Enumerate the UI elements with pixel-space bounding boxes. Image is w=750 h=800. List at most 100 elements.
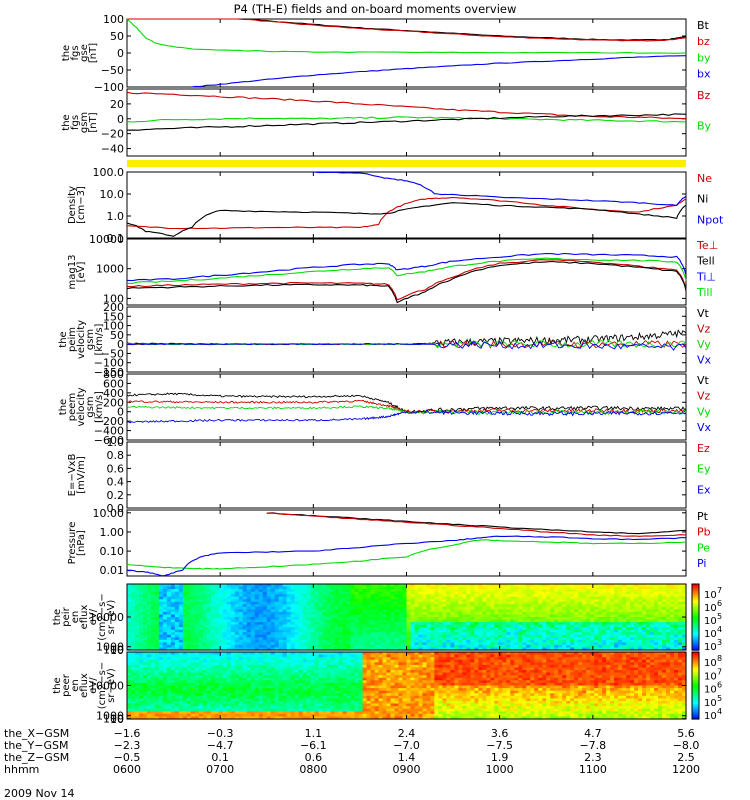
heatmap-cell <box>558 604 563 608</box>
heatmap-cell <box>382 639 388 643</box>
heatmap-cell <box>242 698 248 702</box>
heatmap-cell <box>162 629 168 633</box>
heatmap-cell <box>258 672 264 676</box>
heatmap-cell <box>466 647 471 651</box>
colorbar-cell <box>692 618 699 621</box>
heatmap-cell <box>238 716 244 720</box>
heatmap-cell <box>218 667 224 671</box>
heatmap-cell <box>310 622 316 626</box>
heatmap-cell <box>298 632 304 636</box>
heatmap-cell <box>494 606 499 610</box>
heatmap-cell <box>478 586 483 590</box>
heatmap-cell <box>350 624 356 628</box>
heatmap-cell <box>131 619 136 623</box>
heatmap-cell <box>518 609 523 613</box>
heatmap-cell <box>646 604 651 608</box>
heatmap-cell <box>154 708 160 712</box>
heatmap-cell <box>350 591 356 595</box>
heatmap-cell <box>446 647 451 651</box>
heatmap-cell <box>262 622 268 626</box>
heatmap-cell <box>614 599 619 603</box>
heatmap-cell <box>226 685 232 689</box>
heatmap-cell <box>534 619 539 623</box>
y-axis-label: mag13 <box>67 255 78 290</box>
heatmap-cell <box>498 637 503 641</box>
heatmap-cell <box>574 637 579 641</box>
heatmap-cell <box>294 644 300 648</box>
legend-entry: Bz <box>697 89 711 102</box>
heatmap-cell <box>518 591 523 595</box>
heatmap-cell <box>462 606 467 610</box>
heatmap-cell <box>522 629 527 633</box>
y-tick-label: −50 <box>101 347 124 360</box>
heatmap-cell <box>358 617 364 621</box>
heatmap-cell <box>242 634 248 638</box>
series-line-Vy <box>126 339 687 349</box>
heatmap-cell <box>442 609 447 613</box>
heatmap-cell <box>358 596 364 600</box>
heatmap-cell <box>654 622 659 626</box>
heatmap-cell <box>254 703 260 707</box>
heatmap-cell <box>506 606 511 610</box>
heatmap-cell <box>266 654 272 658</box>
heatmap-cell <box>482 609 487 613</box>
heatmap-cell <box>594 606 599 610</box>
heatmap-cell <box>526 594 531 598</box>
heatmap-cell <box>154 680 160 684</box>
heatmap-cell <box>526 647 531 651</box>
heatmap-cell <box>166 690 172 694</box>
heatmap-cell <box>678 596 683 600</box>
heatmap-cell <box>606 591 611 595</box>
heatmap-cell <box>354 639 360 643</box>
heatmap-cell <box>622 609 627 613</box>
heatmap-cell <box>151 695 156 699</box>
heatmap-cell <box>278 589 284 593</box>
heatmap-cell <box>430 617 436 621</box>
heatmap-cell <box>370 637 376 641</box>
heatmap-cell <box>550 637 555 641</box>
heatmap-cell <box>442 604 447 608</box>
heatmap-cell <box>242 677 248 681</box>
heatmap-cell <box>354 614 360 618</box>
heatmap-cell <box>151 627 156 631</box>
heatmap-cell <box>390 637 396 641</box>
heatmap-cell <box>250 591 256 595</box>
heatmap-cell <box>542 584 547 588</box>
heatmap-cell <box>554 637 559 641</box>
heatmap-cell <box>450 614 455 618</box>
heatmap-cell <box>318 614 324 618</box>
y-axis-label: velocity <box>76 387 87 426</box>
heatmap-cell <box>278 611 284 615</box>
heatmap-cell <box>310 596 316 600</box>
heatmap-cell <box>450 637 455 641</box>
heatmap-cell <box>502 589 507 593</box>
heatmap-cell <box>226 627 232 631</box>
heatmap-cell <box>566 594 571 598</box>
heatmap-cell <box>642 596 647 600</box>
heatmap-cell <box>127 667 132 671</box>
heatmap-cell <box>366 601 372 605</box>
heatmap-cell <box>286 629 292 633</box>
heatmap-cell <box>610 634 615 638</box>
heatmap-cell <box>334 647 340 651</box>
heatmap-cell <box>382 622 388 626</box>
heatmap-cell <box>550 647 555 651</box>
heatmap-cell <box>674 617 679 621</box>
heatmap-cell <box>470 586 475 590</box>
heatmap-cell <box>151 594 156 598</box>
heatmap-cell <box>262 617 268 621</box>
heatmap-cell <box>430 644 436 648</box>
heatmap-cell <box>242 659 248 663</box>
heatmap-cell <box>550 596 555 600</box>
heatmap-cell <box>158 594 164 598</box>
heatmap-cell <box>158 596 164 600</box>
heatmap-cell <box>310 614 316 618</box>
colorbar-cell <box>692 630 699 633</box>
heatmap-cell <box>254 637 260 641</box>
heatmap-cell <box>210 601 216 605</box>
heatmap-cell <box>454 619 459 623</box>
heatmap-cell <box>618 629 623 633</box>
heatmap-cell <box>534 647 539 651</box>
series-line-Ne <box>126 196 687 230</box>
heatmap-cell <box>182 677 188 681</box>
